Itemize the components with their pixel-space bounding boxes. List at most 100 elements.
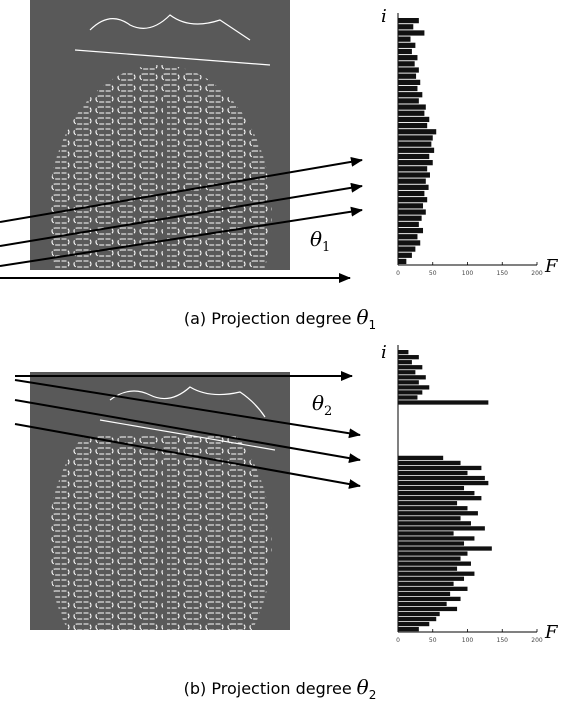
- bar: [398, 516, 461, 520]
- bar: [398, 55, 417, 60]
- angle-symbol: θ: [312, 391, 324, 415]
- x-tick-label: 150: [497, 270, 509, 277]
- bar: [398, 111, 424, 116]
- x-tick-label: 150: [497, 637, 509, 644]
- bar: [398, 228, 423, 233]
- bar: [398, 587, 468, 591]
- x-tick-label: 0: [396, 637, 400, 644]
- bar: [398, 246, 415, 251]
- caption-text: (b) Projection degree: [184, 679, 352, 698]
- bar: [398, 179, 426, 184]
- bar: [398, 395, 417, 399]
- bar: [398, 360, 412, 364]
- x-tick-label: 200: [531, 637, 543, 644]
- bar: [398, 365, 422, 369]
- bar: [398, 390, 422, 394]
- bar: [398, 461, 461, 465]
- bar: [398, 61, 415, 66]
- bar: [398, 607, 457, 611]
- bar: [398, 567, 457, 571]
- bar: [398, 541, 464, 545]
- x-axis-label: F: [544, 622, 559, 643]
- bar: [398, 129, 436, 134]
- bar: [398, 481, 488, 485]
- bar: [398, 67, 419, 72]
- bar: [398, 456, 443, 460]
- bar: [398, 253, 412, 258]
- bar: [398, 222, 419, 227]
- angle-symbol: θ: [357, 675, 369, 699]
- bar: [398, 154, 429, 159]
- bar: [398, 160, 433, 165]
- bar: [398, 375, 426, 379]
- bar: [398, 234, 417, 239]
- bar: [398, 556, 461, 560]
- bar: [398, 80, 420, 85]
- bar: [398, 486, 464, 490]
- x-tick-label: 100: [462, 270, 474, 277]
- bar: [398, 597, 461, 601]
- bar: [398, 400, 488, 404]
- bar: [398, 471, 468, 475]
- bar: [398, 209, 426, 214]
- x-tick-label: 50: [429, 270, 437, 277]
- bar: [398, 92, 422, 97]
- bar: [398, 203, 423, 208]
- bar: [398, 123, 427, 128]
- bar: [398, 501, 457, 505]
- bar: [398, 612, 440, 616]
- bar: [398, 385, 429, 389]
- angle-symbol: θ: [310, 227, 322, 251]
- bar: [398, 197, 427, 202]
- bar: [398, 551, 468, 555]
- y-axis-label: i: [381, 342, 387, 363]
- bar: [398, 172, 430, 177]
- bar: [398, 18, 419, 23]
- bar: [398, 531, 454, 535]
- bar: [398, 582, 454, 586]
- bar: [398, 259, 406, 264]
- bar: [398, 240, 420, 245]
- bar: [398, 592, 450, 596]
- angle-subscript: 2: [324, 404, 332, 419]
- bar: [398, 627, 419, 631]
- bar: [398, 511, 478, 515]
- bar: [398, 506, 468, 510]
- bar: [398, 350, 408, 354]
- bar: [398, 191, 424, 196]
- bar: [398, 572, 474, 576]
- bar: [398, 622, 429, 626]
- bar: [398, 37, 411, 42]
- bar: [398, 30, 424, 35]
- bar: [398, 86, 417, 91]
- angle-subscript: 1: [322, 240, 330, 255]
- edge-image: [30, 372, 290, 635]
- angle-subscript: 2: [369, 688, 377, 702]
- bar: [398, 142, 431, 147]
- angle-subscript: 1: [369, 318, 377, 332]
- bar: [398, 117, 429, 122]
- bar: [398, 166, 427, 171]
- figure: θ1(a) Projection degreeθ1050100150200iFθ…: [0, 0, 561, 710]
- y-axis-label: i: [381, 6, 387, 27]
- angle-label: θ2: [312, 391, 332, 419]
- bar: [398, 104, 426, 109]
- bar: [398, 370, 415, 374]
- x-tick-label: 200: [531, 270, 543, 277]
- angle-symbol: θ: [356, 305, 368, 329]
- histogram: 050100150200: [396, 345, 543, 644]
- bar: [398, 49, 412, 54]
- bar: [398, 135, 433, 140]
- bar: [398, 216, 422, 221]
- bar: [398, 491, 474, 495]
- bar: [398, 536, 474, 540]
- bar: [398, 43, 415, 48]
- bar: [398, 380, 419, 384]
- bar: [398, 476, 485, 480]
- bar: [398, 546, 492, 550]
- bar: [398, 148, 434, 153]
- bar: [398, 577, 464, 581]
- x-axis-label: F: [544, 256, 559, 277]
